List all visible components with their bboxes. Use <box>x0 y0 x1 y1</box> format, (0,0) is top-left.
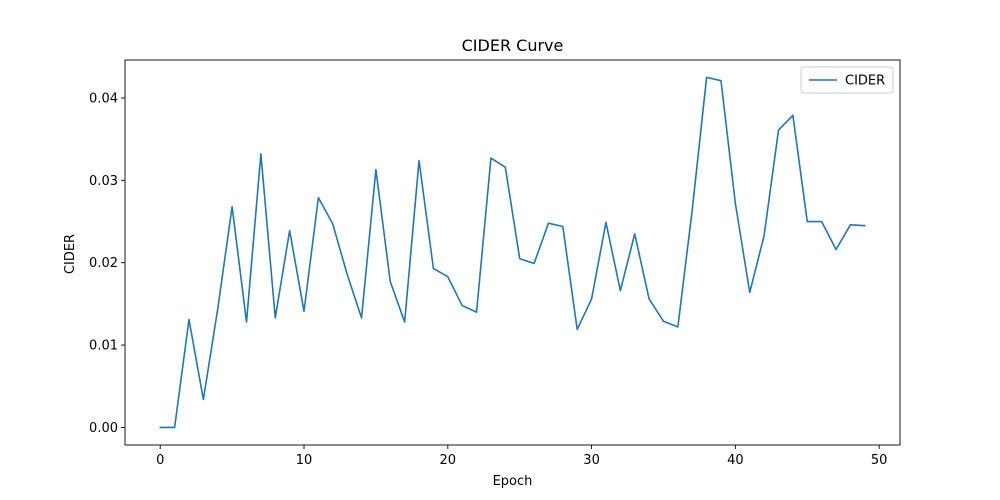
series-line-0 <box>159 76 866 429</box>
axes-frame <box>124 59 901 446</box>
x-axis-label: Epoch <box>493 474 533 489</box>
y-tick-label: 0.01 <box>89 339 118 354</box>
y-tick-label: 0.02 <box>89 256 118 271</box>
y-tick-label: 0.04 <box>89 91 118 106</box>
x-tick-label: 10 <box>296 453 313 468</box>
plot-area: 0 10 20 30 40 50 0.00 0.01 0.02 0.03 0.04 CIDER <box>89 59 901 468</box>
x-tick-label: 0 <box>156 453 164 468</box>
x-tick-label: 30 <box>583 453 600 468</box>
x-tick-label: 20 <box>440 453 457 468</box>
chart-title: CIDER Curve <box>462 36 564 55</box>
y-axis-label: CIDER <box>63 234 78 274</box>
legend-label: CIDER <box>845 74 885 89</box>
x-tick-label: 40 <box>727 453 744 468</box>
y-tick-label: 0.03 <box>89 174 118 189</box>
y-tick-label: 0.00 <box>89 421 118 436</box>
legend-box <box>800 66 894 94</box>
x-tick-label: 50 <box>871 453 888 468</box>
